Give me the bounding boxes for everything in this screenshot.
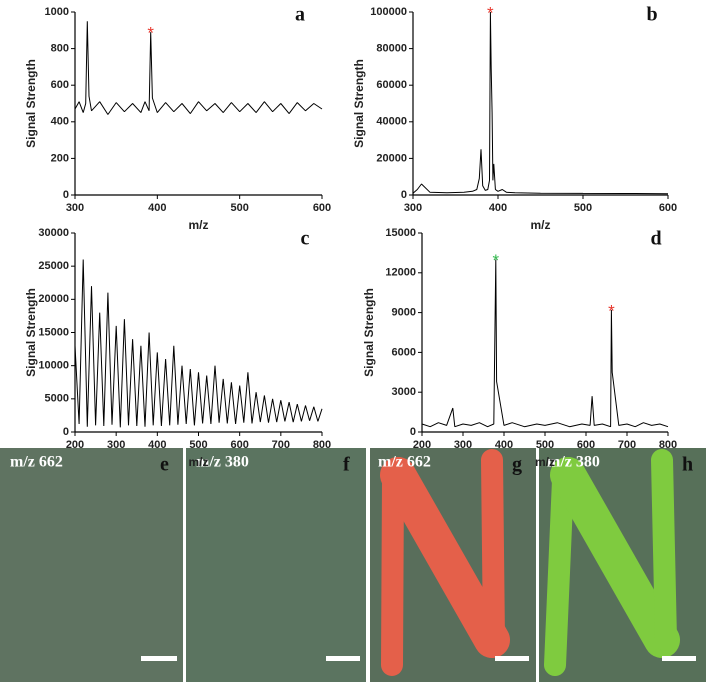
x-tick-label: 200 xyxy=(413,439,431,451)
image-panels: m/z 662 e m/z 380 f m/z 662 g m/z 380 h xyxy=(0,448,706,682)
x-tick-label: 300 xyxy=(107,439,125,451)
x-tick-label: 400 xyxy=(489,202,507,214)
x-tick-label: 800 xyxy=(659,439,677,451)
panel-label: h xyxy=(682,454,693,476)
spectrum-line xyxy=(412,11,669,195)
x-tick-label: 600 xyxy=(577,439,595,451)
y-tick-label: 15000 xyxy=(385,227,416,239)
panel-label: d xyxy=(650,228,661,250)
y-tick-label: 5000 xyxy=(45,393,69,405)
panel-bg xyxy=(186,448,366,682)
panel-caption: m/z 380 xyxy=(547,454,600,471)
panel-caption: m/z 662 xyxy=(378,454,431,471)
x-axis-label: m/z xyxy=(530,218,550,232)
x-tick-label: 600 xyxy=(230,439,248,451)
letter-n-green xyxy=(544,449,680,676)
y-axis-label: Signal Strength xyxy=(352,59,366,148)
x-axis-label: m/z xyxy=(188,455,208,469)
x-axis-label: m/z xyxy=(188,218,208,232)
x-tick-label: 600 xyxy=(659,202,677,214)
panel-bg xyxy=(0,448,183,682)
y-tick-label: 20000 xyxy=(38,293,69,305)
scale-bar xyxy=(495,656,529,661)
x-tick-label: 400 xyxy=(148,439,166,451)
letter-n-red xyxy=(380,449,510,676)
y-tick-label: 30000 xyxy=(38,227,69,239)
panel-label: b xyxy=(646,4,657,26)
y-tick-label: 0 xyxy=(63,189,69,201)
y-tick-label: 6000 xyxy=(392,346,416,358)
x-tick-label: 200 xyxy=(66,439,84,451)
y-axis-label: Signal Strength xyxy=(362,288,376,377)
x-tick-label: 300 xyxy=(454,439,472,451)
spectrum-line xyxy=(74,21,323,115)
x-tick-label: 500 xyxy=(189,439,207,451)
spectrum-line xyxy=(74,259,323,428)
y-axis-label: Signal Strength xyxy=(24,288,38,377)
y-tick-label: 15000 xyxy=(38,326,69,338)
y-tick-label: 600 xyxy=(51,79,69,91)
y-tick-label: 3000 xyxy=(392,386,416,398)
x-tick-label: 700 xyxy=(272,439,290,451)
y-tick-label: 0 xyxy=(410,426,416,438)
y-tick-label: 1000 xyxy=(45,6,69,18)
panel-label: g xyxy=(512,454,522,476)
panel-caption: m/z 662 xyxy=(10,454,63,471)
y-tick-label: 25000 xyxy=(38,260,69,272)
x-tick-label: 400 xyxy=(495,439,513,451)
x-tick-label: 400 xyxy=(148,202,166,214)
panel-label: a xyxy=(295,4,305,26)
y-tick-label: 200 xyxy=(51,152,69,164)
peak-marker: * xyxy=(147,24,154,43)
y-tick-label: 20000 xyxy=(376,152,407,164)
x-tick-label: 500 xyxy=(574,202,592,214)
y-tick-label: 80000 xyxy=(376,43,407,55)
peak-marker: * xyxy=(608,301,615,320)
peak-marker: * xyxy=(487,3,494,22)
y-axis-label: Signal Strength xyxy=(24,59,38,148)
x-tick-label: 500 xyxy=(536,439,554,451)
scale-bar xyxy=(662,656,696,661)
y-tick-label: 10000 xyxy=(38,360,69,372)
scale-bars xyxy=(141,656,696,661)
x-tick-label: 300 xyxy=(404,202,422,214)
y-tick-label: 100000 xyxy=(370,6,407,18)
scale-bar xyxy=(326,656,360,661)
peak-marker: * xyxy=(492,251,499,270)
y-tick-label: 800 xyxy=(51,43,69,55)
y-tick-label: 0 xyxy=(401,189,407,201)
x-tick-label: 800 xyxy=(313,439,331,451)
y-tick-label: 0 xyxy=(63,426,69,438)
y-tick-label: 400 xyxy=(51,116,69,128)
x-axis-label: m/z xyxy=(535,455,555,469)
x-tick-label: 700 xyxy=(618,439,636,451)
spectrum-line xyxy=(421,259,669,428)
x-tick-label: 300 xyxy=(66,202,84,214)
panel-label: f xyxy=(343,454,350,476)
panel-caption: m/z 380 xyxy=(196,454,249,471)
y-tick-label: 60000 xyxy=(376,79,407,91)
y-tick-label: 9000 xyxy=(392,307,416,319)
x-tick-label: 500 xyxy=(230,202,248,214)
panel-label: e xyxy=(160,454,169,476)
x-tick-label: 600 xyxy=(313,202,331,214)
y-tick-label: 12000 xyxy=(385,267,416,279)
panel-label: c xyxy=(301,228,310,250)
scale-bar xyxy=(141,656,177,661)
y-tick-label: 40000 xyxy=(376,116,407,128)
